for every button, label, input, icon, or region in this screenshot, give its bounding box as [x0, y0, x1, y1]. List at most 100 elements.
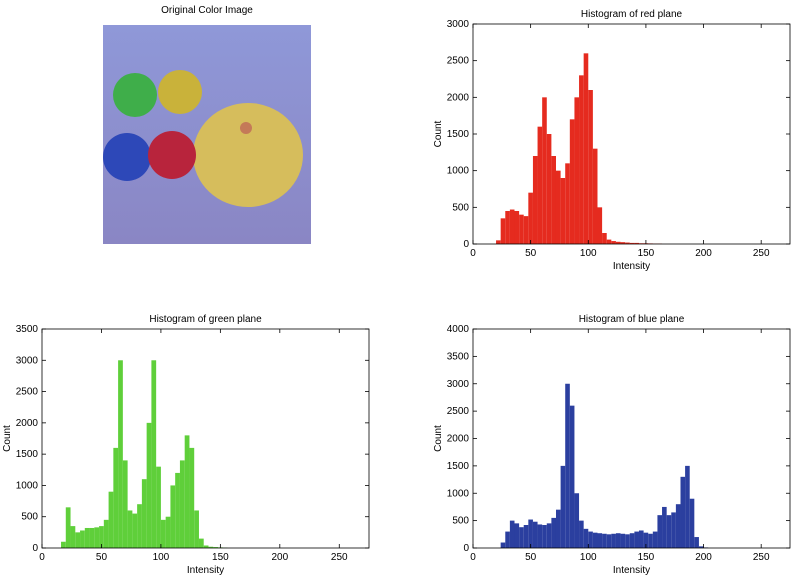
- y-tick-label: 3000: [447, 19, 470, 30]
- bar: [510, 521, 515, 548]
- bar: [137, 504, 142, 548]
- bar: [514, 211, 519, 244]
- bar: [189, 448, 194, 548]
- bar: [680, 477, 685, 548]
- bar: [584, 529, 589, 548]
- bar: [574, 493, 579, 548]
- bar: [538, 127, 543, 244]
- bar: [166, 517, 171, 548]
- x-tick-label: 250: [753, 248, 770, 259]
- axes-box: [473, 329, 790, 548]
- axes-box: [473, 24, 790, 244]
- bar: [565, 163, 570, 244]
- bar: [156, 467, 161, 548]
- y-tick-label: 2000: [16, 418, 39, 429]
- x-tick-label: 150: [638, 248, 655, 259]
- y-tick-label: 1500: [447, 129, 470, 140]
- bar: [565, 384, 570, 548]
- bar: [602, 233, 607, 244]
- bar: [519, 527, 524, 548]
- bar: [194, 510, 199, 548]
- bar: [685, 466, 690, 548]
- chart-title: Histogram of red plane: [581, 9, 683, 20]
- bar: [510, 210, 515, 244]
- bar: [85, 528, 90, 548]
- chart-title: Histogram of blue plane: [579, 314, 685, 325]
- y-tick-label: 1000: [447, 488, 470, 499]
- bar: [142, 479, 147, 548]
- y-tick-label: 0: [463, 543, 469, 554]
- bar: [621, 534, 626, 548]
- bar: [556, 510, 561, 548]
- bar: [547, 523, 552, 548]
- x-tick-label: 150: [638, 552, 655, 563]
- bar: [630, 533, 635, 548]
- bar: [533, 156, 538, 244]
- bar: [584, 53, 589, 244]
- bar: [662, 507, 667, 548]
- bar: [611, 534, 616, 548]
- bar: [524, 216, 529, 244]
- bar: [671, 512, 676, 548]
- bar: [80, 530, 85, 548]
- bar: [185, 435, 190, 548]
- bar: [66, 507, 71, 548]
- bar: [151, 360, 156, 548]
- bar: [75, 532, 80, 548]
- y-tick-label: 2500: [447, 56, 470, 67]
- bar: [556, 171, 561, 244]
- bar: [574, 97, 579, 244]
- bar: [113, 448, 118, 548]
- x-tick-label: 250: [331, 552, 348, 563]
- bar: [132, 514, 137, 548]
- bar: [648, 534, 653, 548]
- bar: [547, 134, 552, 244]
- y-tick-label: 3000: [447, 379, 470, 390]
- bar: [607, 240, 612, 244]
- y-tick-label: 1500: [16, 449, 39, 460]
- x-tick-label: 250: [753, 552, 770, 563]
- x-tick-label: 200: [695, 552, 712, 563]
- x-tick-label: 50: [525, 552, 537, 563]
- bar: [588, 90, 593, 244]
- bar: [533, 522, 538, 548]
- bar: [501, 218, 506, 244]
- bar: [109, 492, 114, 548]
- x-tick-label: 50: [525, 248, 537, 259]
- bar: [161, 520, 166, 548]
- bar: [496, 240, 501, 244]
- y-tick-label: 2000: [447, 434, 470, 445]
- y-tick-label: 1000: [16, 480, 39, 491]
- bar: [170, 485, 175, 548]
- x-tick-label: 100: [580, 552, 597, 563]
- bar: [104, 520, 109, 548]
- bar: [538, 524, 543, 548]
- bar: [90, 528, 95, 548]
- bar: [588, 532, 593, 548]
- y-tick-label: 500: [21, 512, 38, 523]
- y-tick-label: 2000: [447, 92, 470, 103]
- y-tick-label: 3000: [16, 355, 39, 366]
- bar: [551, 156, 556, 244]
- bar: [690, 499, 695, 548]
- y-tick-label: 0: [463, 239, 469, 250]
- bar: [128, 510, 133, 548]
- y-tick-label: 2500: [16, 387, 39, 398]
- bar: [71, 526, 76, 548]
- bar: [180, 460, 185, 548]
- x-tick-label: 0: [470, 248, 476, 259]
- bar: [597, 207, 602, 244]
- bar: [611, 241, 616, 244]
- bar: [593, 533, 598, 548]
- bar: [597, 533, 602, 548]
- bar: [501, 543, 506, 548]
- photo: [103, 25, 311, 244]
- bar: [593, 149, 598, 244]
- bar: [175, 473, 180, 548]
- axes-box: [42, 329, 369, 548]
- bar: [519, 215, 524, 244]
- bar: [653, 532, 658, 548]
- x-tick-label: 100: [580, 248, 597, 259]
- x-tick-label: 50: [96, 552, 108, 563]
